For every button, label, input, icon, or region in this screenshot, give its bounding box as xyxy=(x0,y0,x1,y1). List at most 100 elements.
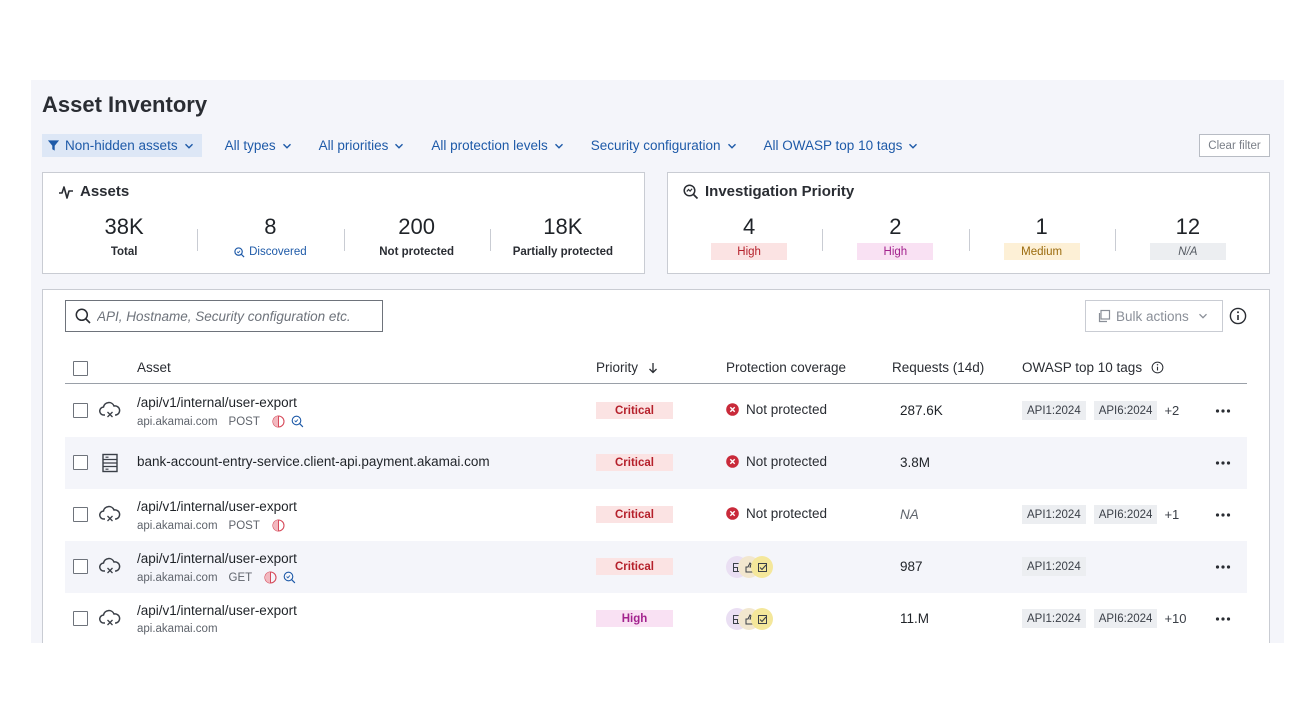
severity-badge: High xyxy=(711,243,788,260)
page-title: Asset Inventory xyxy=(42,92,208,117)
stat-total[interactable]: 38K Total xyxy=(51,213,197,265)
asset-name[interactable]: /api/v1/internal/user-export xyxy=(137,603,297,618)
filter-label: All protection levels xyxy=(431,138,548,153)
column-priority[interactable]: Priority xyxy=(596,360,658,375)
discovered-icon xyxy=(283,571,296,584)
owasp-tags: API1:2024 API6:2024 +2 xyxy=(1022,401,1179,420)
table-row[interactable]: /api/v1/internal/user-export api.akamai.… xyxy=(65,489,1247,541)
bulk-actions-dropdown[interactable]: Bulk actions xyxy=(1085,300,1223,332)
row-checkbox[interactable] xyxy=(73,455,88,470)
filter-non-hidden-assets[interactable]: Non-hidden assets xyxy=(42,134,202,157)
chevron-down-icon xyxy=(282,143,291,149)
select-all-checkbox[interactable] xyxy=(73,361,88,376)
search-input[interactable] xyxy=(97,308,377,324)
more-options-icon[interactable] xyxy=(1215,612,1231,626)
stat-priority-high[interactable]: 2 High xyxy=(822,213,968,265)
column-protection-coverage[interactable]: Protection coverage xyxy=(726,360,847,375)
priority-badge: Critical xyxy=(596,506,673,523)
asset-name[interactable]: /api/v1/internal/user-export xyxy=(137,551,297,566)
more-tags-count[interactable]: +10 xyxy=(1164,611,1187,626)
chevron-down-icon xyxy=(727,143,736,149)
priority-badge: Critical xyxy=(596,454,673,471)
asset-name[interactable]: /api/v1/internal/user-export xyxy=(137,395,297,410)
asset-host: api.akamai.com xyxy=(137,623,218,635)
row-checkbox[interactable] xyxy=(73,559,88,574)
stat-discovered[interactable]: 8 Discovered xyxy=(197,213,343,265)
table-row[interactable]: bank-account-entry-service.client-api.pa… xyxy=(65,437,1247,489)
severity-badge: Medium xyxy=(1003,243,1080,260)
cloud-api-icon xyxy=(99,557,121,574)
not-protected-icon xyxy=(726,403,739,416)
protection-coverage-icons[interactable] xyxy=(726,608,786,630)
table-header: Asset Priority Protection coverage Reque… xyxy=(65,354,1247,384)
asset-meta: api.akamai.com POST xyxy=(137,519,285,532)
investigation-priority-card: Investigation Priority 4 High 2 High 1 M… xyxy=(667,172,1270,274)
asset-method: POST xyxy=(228,519,260,532)
more-tags-count[interactable]: +1 xyxy=(1164,507,1180,522)
column-requests[interactable]: Requests (14d) xyxy=(892,360,985,375)
more-tags-count[interactable]: +2 xyxy=(1164,403,1180,418)
stat-label: Partially protected xyxy=(512,246,614,258)
filter-label: All priorities xyxy=(318,138,389,153)
stat-partially-protected[interactable]: 18K Partially protected xyxy=(489,213,636,265)
filter-all-priorities[interactable]: All priorities xyxy=(315,134,409,157)
table-row[interactable]: /api/v1/internal/user-export api.akamai.… xyxy=(65,541,1247,593)
sort-down-icon xyxy=(649,362,657,373)
discovered-link[interactable]: Discovered xyxy=(234,246,307,258)
partial-protection-icon xyxy=(264,571,277,584)
owasp-tag: API6:2024 xyxy=(1093,609,1158,628)
requests-count: NA xyxy=(900,507,919,522)
stat-priority-na[interactable]: 12 N/A xyxy=(1114,213,1261,265)
cloud-api-icon xyxy=(99,609,121,626)
stat-value: 1 xyxy=(1035,214,1048,239)
clear-filter-button[interactable]: Clear filter xyxy=(1199,134,1270,157)
investigation-stats: 4 High 2 High 1 Medium 12 N/A xyxy=(676,213,1261,265)
asset-name[interactable]: /api/v1/internal/user-export xyxy=(137,499,297,514)
filter-label: All types xyxy=(224,138,276,153)
more-options-icon[interactable] xyxy=(1215,560,1231,574)
column-owasp-tags[interactable]: OWASP top 10 tags xyxy=(1022,360,1164,375)
info-icon[interactable] xyxy=(1151,361,1164,374)
severity-badge: High xyxy=(857,243,934,260)
row-checkbox[interactable] xyxy=(73,403,88,418)
not-protected-icon xyxy=(726,507,739,520)
assets-stats: 38K Total 8 Discovered 200 Not protected… xyxy=(51,213,636,265)
search-icon xyxy=(75,308,91,324)
cloud-api-icon xyxy=(99,401,121,418)
hostname-server-icon xyxy=(102,453,118,473)
column-asset[interactable]: Asset xyxy=(137,360,171,375)
search-box[interactable] xyxy=(65,300,383,332)
more-options-icon[interactable] xyxy=(1215,404,1231,418)
info-icon[interactable] xyxy=(1229,307,1247,325)
filter-all-types[interactable]: All types xyxy=(221,134,296,157)
check-coverage-icon xyxy=(751,608,773,630)
filter-label: Security configuration xyxy=(590,138,721,153)
coverage-label: Not protected xyxy=(746,402,828,417)
more-options-icon[interactable] xyxy=(1215,508,1231,522)
asset-host: api.akamai.com xyxy=(137,571,218,584)
filter-all-owasp-tags[interactable]: All OWASP top 10 tags xyxy=(760,134,923,157)
stat-value: 18K xyxy=(543,214,583,239)
stat-priority-critical[interactable]: 4 High xyxy=(676,213,822,265)
asset-name[interactable]: bank-account-entry-service.client-api.pa… xyxy=(137,454,490,469)
requests-count: 287.6K xyxy=(900,403,943,418)
stat-priority-medium[interactable]: 1 Medium xyxy=(968,213,1115,265)
stat-not-protected[interactable]: 200 Not protected xyxy=(343,213,490,265)
more-options-icon[interactable] xyxy=(1215,456,1231,470)
asset-host: api.akamai.com xyxy=(137,415,218,428)
table-row[interactable]: /api/v1/internal/user-export api.akamai.… xyxy=(65,385,1247,437)
row-checkbox[interactable] xyxy=(73,507,88,522)
stat-label: Not protected xyxy=(379,246,454,258)
chevron-down-icon xyxy=(184,143,193,149)
stat-value: 200 xyxy=(398,214,435,239)
table-row[interactable]: /api/v1/internal/user-export api.akamai.… xyxy=(65,593,1247,643)
stat-value: 4 xyxy=(743,214,756,239)
asset-meta: api.akamai.com POST xyxy=(137,415,304,428)
filter-all-protection-levels[interactable]: All protection levels xyxy=(427,134,567,157)
row-checkbox[interactable] xyxy=(73,611,88,626)
filter-security-configuration[interactable]: Security configuration xyxy=(587,134,741,157)
asset-inventory-panel: Asset Inventory Non-hidden assets All ty… xyxy=(31,80,1284,643)
chevron-down-icon xyxy=(395,143,404,149)
protection-coverage-icons[interactable] xyxy=(726,556,786,578)
owasp-tag: API1:2024 xyxy=(1022,609,1086,628)
